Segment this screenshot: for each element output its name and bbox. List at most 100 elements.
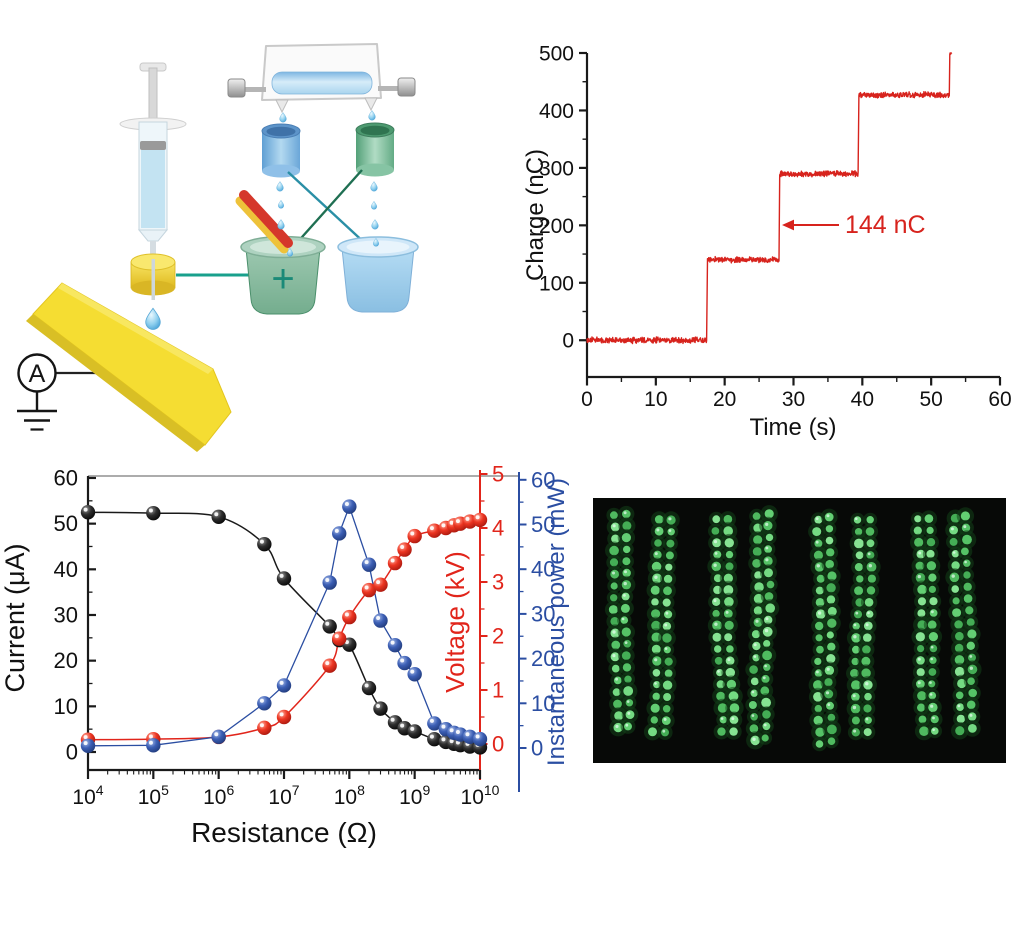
led-dot bbox=[623, 639, 632, 648]
led-dot bbox=[661, 716, 671, 725]
led-dot bbox=[661, 728, 669, 737]
led-dot bbox=[714, 656, 723, 665]
voltage-marker bbox=[322, 658, 337, 673]
power-tick-label: 10 bbox=[531, 691, 555, 716]
led-specular bbox=[764, 664, 767, 668]
led-specular bbox=[853, 635, 857, 639]
led-specular bbox=[853, 729, 857, 733]
x-tick-label: 40 bbox=[851, 388, 874, 411]
led-dot bbox=[723, 609, 733, 618]
led-dot bbox=[864, 598, 874, 607]
led-dot bbox=[851, 716, 860, 725]
led-dot bbox=[622, 557, 631, 566]
led-specular bbox=[765, 522, 769, 526]
led-specular bbox=[714, 552, 718, 555]
led-dot bbox=[764, 545, 772, 554]
led-dot bbox=[723, 573, 733, 583]
resistance-tick-label: 105 bbox=[138, 782, 169, 809]
led-dot bbox=[814, 539, 823, 548]
resistance-tick-label: 106 bbox=[203, 782, 234, 809]
voltage-marker bbox=[397, 542, 412, 557]
charge-axis-title: Charge (nC) bbox=[522, 149, 549, 281]
led-specular bbox=[815, 540, 819, 544]
led-specular bbox=[931, 610, 934, 614]
led-dot bbox=[625, 699, 634, 707]
led-dot bbox=[611, 640, 621, 650]
led-dot bbox=[824, 512, 834, 522]
led-specular bbox=[964, 560, 967, 564]
led-dot bbox=[763, 640, 771, 648]
led-dot bbox=[610, 582, 618, 590]
led-dot bbox=[763, 521, 773, 531]
led-specular bbox=[963, 525, 967, 529]
led-dot bbox=[931, 727, 939, 735]
marker-highlight bbox=[429, 734, 434, 739]
power-marker bbox=[361, 557, 377, 572]
led-specular bbox=[663, 717, 667, 721]
led-dot bbox=[917, 691, 927, 701]
x-tick-label: 50 bbox=[919, 388, 942, 411]
power-tick-label: 40 bbox=[531, 557, 555, 582]
led-dot bbox=[750, 677, 759, 686]
led-specular bbox=[867, 611, 870, 615]
water-droplet-icon bbox=[368, 110, 376, 121]
x-tick-label: 10 bbox=[644, 388, 667, 411]
power-marker bbox=[387, 637, 403, 653]
led-dot bbox=[713, 574, 722, 583]
led-specular bbox=[612, 571, 615, 575]
led-dot bbox=[851, 680, 861, 690]
led-dot bbox=[651, 644, 661, 654]
axle-left bbox=[244, 87, 266, 92]
led-dot bbox=[968, 724, 977, 733]
voltage-fit-line bbox=[87, 519, 481, 741]
led-specular bbox=[751, 714, 755, 717]
power-marker bbox=[472, 731, 488, 747]
led-specular bbox=[969, 666, 973, 670]
marker-highlight bbox=[449, 520, 454, 525]
voltage-axis-title: Voltage (kV) bbox=[440, 551, 470, 693]
led-dot bbox=[826, 654, 836, 664]
led-specular bbox=[950, 527, 954, 531]
voltage-marker bbox=[332, 631, 347, 646]
resistance-tick-label: 1010 bbox=[461, 782, 500, 809]
led-dot bbox=[928, 680, 936, 688]
led-dot bbox=[929, 597, 938, 606]
led-dot bbox=[712, 632, 722, 642]
marker-highlight bbox=[449, 728, 454, 733]
led-dot bbox=[962, 534, 972, 545]
led-dot bbox=[712, 515, 721, 524]
led-specular bbox=[765, 617, 769, 621]
led-dot bbox=[664, 669, 673, 678]
led-dot bbox=[814, 657, 822, 665]
led-dot bbox=[917, 645, 925, 653]
led-dot bbox=[856, 575, 864, 583]
led-dot bbox=[726, 679, 737, 690]
marker-highlight bbox=[279, 680, 284, 685]
led-specular bbox=[755, 619, 759, 623]
led-dot bbox=[826, 548, 835, 557]
led-dot bbox=[764, 509, 774, 519]
marker-highlight bbox=[475, 515, 480, 520]
led-dot bbox=[663, 693, 672, 701]
charge-time-chart: 0 10 20 30 40 50 60 0 100 200 300 400 500 Charge (nC… bbox=[522, 43, 1012, 442]
led-specular bbox=[952, 551, 956, 554]
resistance-tick-label: 109 bbox=[399, 782, 430, 809]
axle-right bbox=[378, 86, 400, 91]
led-dot bbox=[729, 715, 739, 725]
led-dot bbox=[723, 526, 733, 536]
annotation-text: 144 nC bbox=[845, 211, 926, 239]
led-dot bbox=[613, 722, 623, 733]
tilting-tray bbox=[227, 43, 416, 114]
power-marker bbox=[257, 696, 272, 711]
led-dot bbox=[724, 633, 733, 642]
led-dot bbox=[650, 716, 658, 724]
led-dot bbox=[610, 594, 618, 602]
led-dot bbox=[717, 703, 728, 713]
led-dot bbox=[753, 606, 763, 615]
syringe-liquid bbox=[141, 150, 165, 228]
led-dot bbox=[916, 668, 925, 677]
led-dot bbox=[866, 586, 876, 595]
led-specular bbox=[865, 717, 869, 721]
led-specular bbox=[656, 528, 660, 532]
led-specular bbox=[717, 670, 720, 673]
